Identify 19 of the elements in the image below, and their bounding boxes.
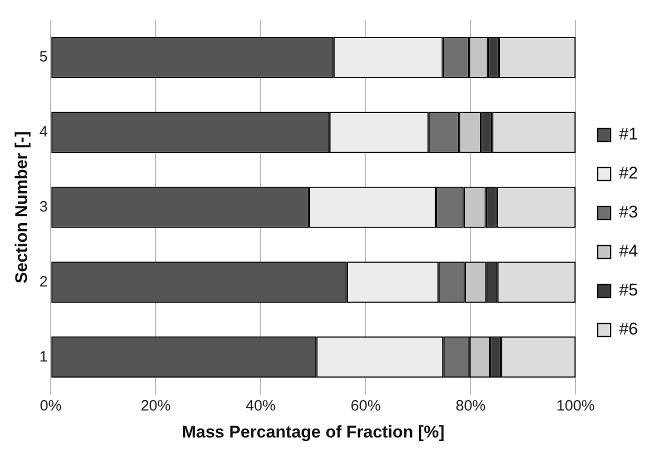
- x-tick-label: 60%: [350, 398, 381, 415]
- x-tick-label: 0%: [40, 398, 62, 415]
- y-tick-label: 4: [39, 124, 48, 141]
- legend-label: #1: [619, 124, 638, 144]
- legend-label: #4: [619, 242, 638, 261]
- legend-label: #3: [619, 202, 638, 222]
- x-tick-label: 80%: [456, 398, 486, 415]
- x-tick-label: 40%: [246, 398, 276, 415]
- y-axis-title: Section Number [-]: [12, 131, 31, 284]
- y-tick-label: 5: [39, 48, 48, 66]
- legend-label: #6: [619, 320, 638, 339]
- y-tick-label: 3: [39, 198, 48, 216]
- x-tick-label: 100%: [556, 398, 595, 415]
- legend-label: #2: [619, 164, 638, 183]
- y-tick-label: 1: [39, 348, 48, 366]
- x-axis-title: Mass Percantage of Fraction [%]: [182, 422, 444, 442]
- legend-label: #5: [619, 280, 638, 300]
- y-tick-label: 2: [39, 273, 48, 290]
- x-tick-label: 20%: [140, 398, 171, 415]
